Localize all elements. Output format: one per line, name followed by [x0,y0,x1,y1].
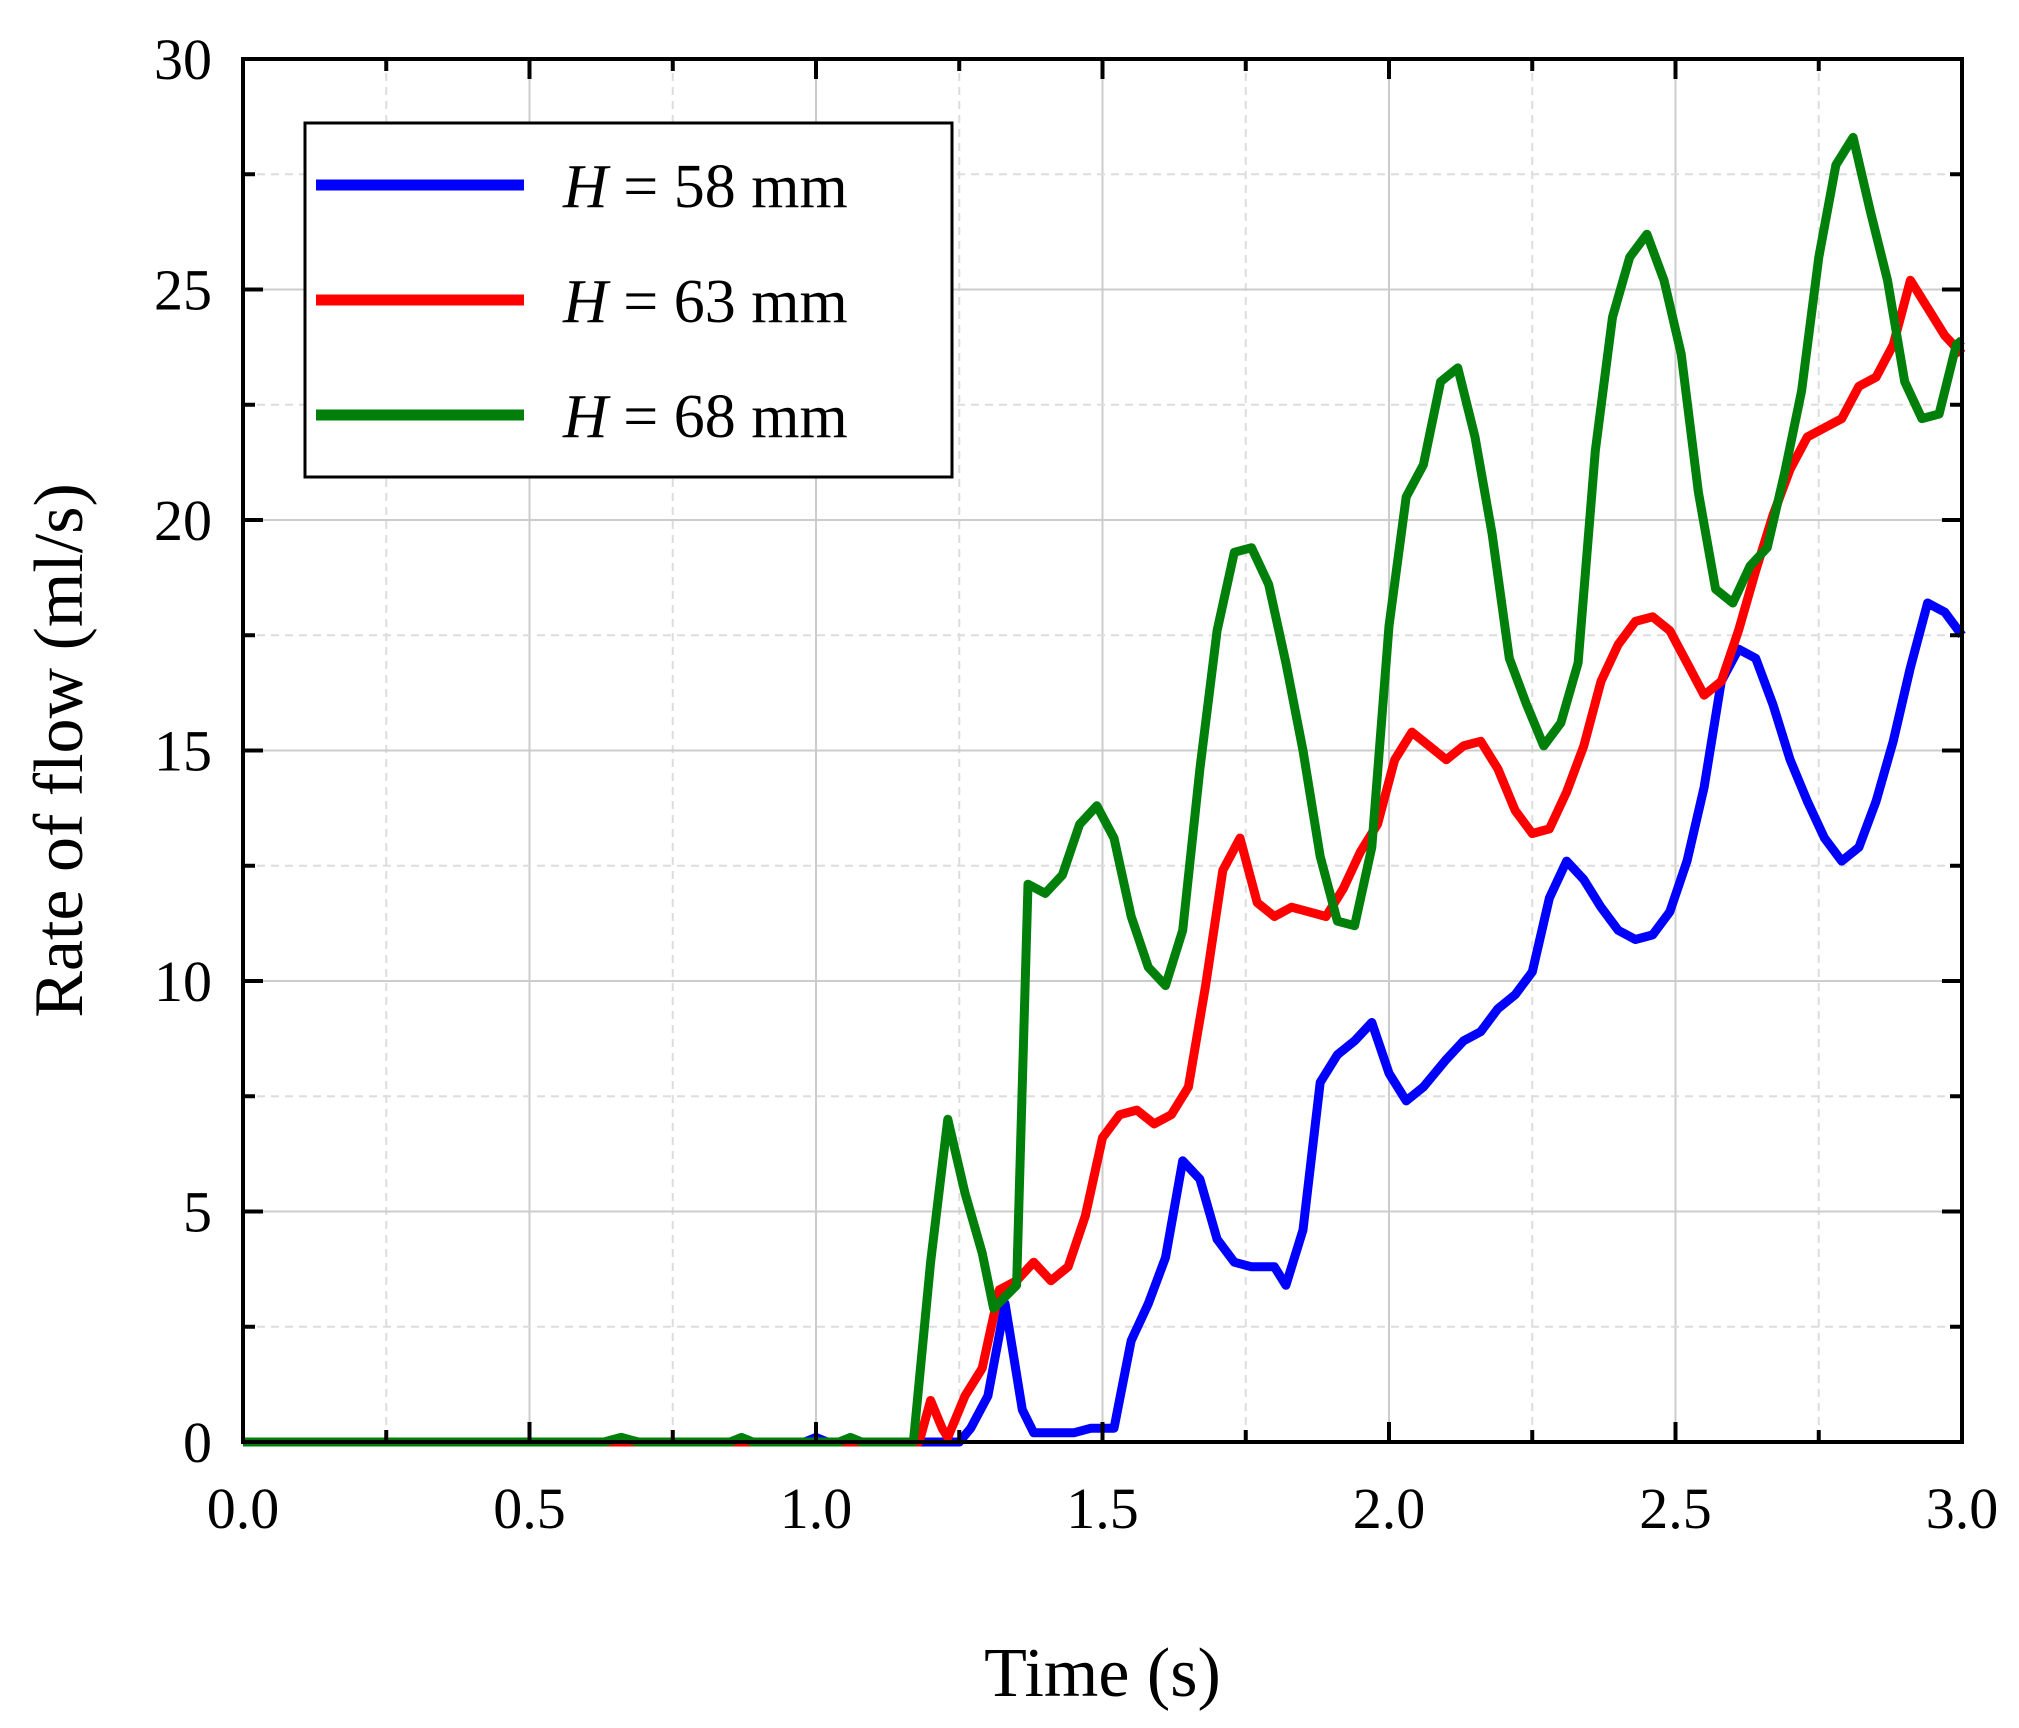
series-line-1 [243,598,1966,1447]
legend-variable: H [562,268,611,336]
y-tick-label: 15 [154,719,212,784]
legend-label-3: H = 68 mm [562,383,848,451]
x-tick-labels: 0.0 0.5 1.0 1.5 2.0 2.5 3.0 [207,1476,1999,1541]
ticks [241,57,1964,1444]
legend-variable: H [562,383,611,451]
y-axis-title: Rate of flow (ml/s) [21,483,98,1018]
x-tick-label: 3.0 [1926,1476,1999,1541]
legend-label-2: H = 63 mm [562,268,848,336]
y-tick-label: 20 [154,488,212,553]
x-tick-label: 2.0 [1353,1476,1426,1541]
x-axis-title: Time (s) [984,1635,1221,1712]
legend-value: = 58 mm [608,153,848,221]
legend: H = 58 mmH = 63 mmH = 68 mm [303,121,954,479]
legend-value: = 68 mm [608,383,848,451]
x-tick-label: 0.5 [493,1476,566,1541]
x-tick-label: 2.5 [1639,1476,1712,1541]
y-tick-label: 0 [183,1410,212,1475]
x-tick-label: 1.5 [1066,1476,1139,1541]
y-tick-label: 10 [154,949,212,1014]
legend-variable: H [562,153,611,221]
y-tick-label: 5 [183,1180,212,1245]
legend-label-1: H = 58 mm [562,153,848,221]
legend-value: = 63 mm [608,268,848,336]
x-tick-label: 1.0 [780,1476,853,1541]
x-tick-label: 0.0 [207,1476,280,1541]
y-tick-label: 25 [154,258,212,323]
y-tick-label: 30 [154,27,212,92]
y-tick-labels: 0 5 10 15 20 25 30 [154,27,212,1475]
